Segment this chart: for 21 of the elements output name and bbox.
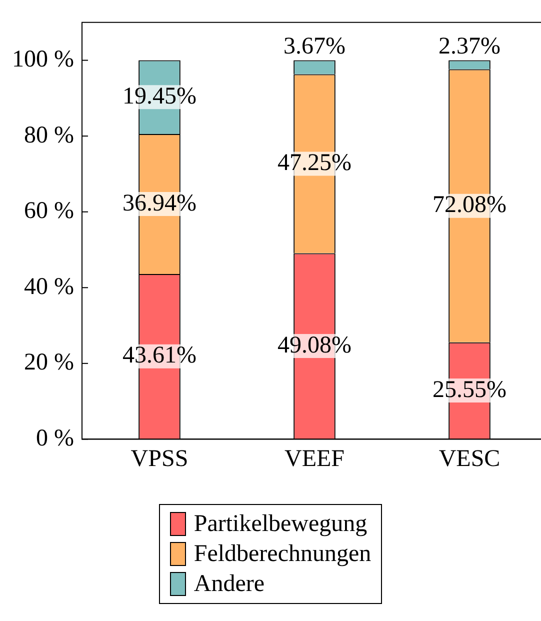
y-tick-label: 100 % <box>12 46 74 73</box>
data-label: 72.08% <box>432 192 506 218</box>
x-tick-label: VEEF <box>284 446 344 472</box>
y-tick-label: 80 % <box>24 122 74 148</box>
legend-label: Feldberechnungen <box>194 540 372 569</box>
y-tick-label: 60 % <box>24 198 74 224</box>
data-label: 19.45% <box>122 83 196 110</box>
y-tick-label: 0 % <box>36 425 74 452</box>
data-label: 47.25% <box>277 150 352 176</box>
data-label: 49.08% <box>277 332 352 358</box>
legend-label: Partikelbewegung <box>194 510 368 539</box>
data-label: 43.61% <box>122 342 196 369</box>
data-label: 3.67% <box>283 34 346 60</box>
data-label: 25.55% <box>432 376 506 403</box>
x-tick-label: VPSS <box>130 446 188 472</box>
data-label: 36.94% <box>122 190 196 216</box>
x-tick-label: VESC <box>438 446 500 472</box>
y-tick-label: 40 % <box>24 274 74 300</box>
legend-label: Andere <box>194 570 266 599</box>
data-label: 2.37% <box>438 34 500 60</box>
y-tick-label: 20 % <box>24 350 74 376</box>
